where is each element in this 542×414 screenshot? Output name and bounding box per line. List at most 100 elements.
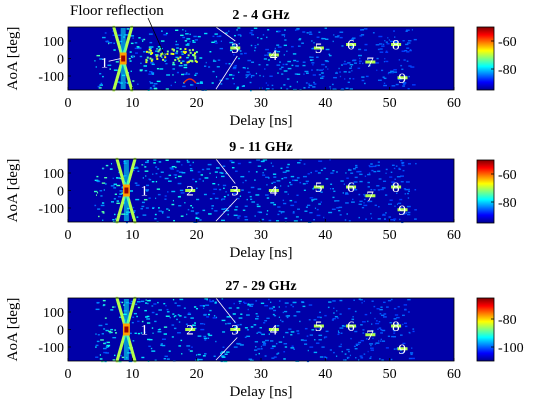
noise-cell (203, 337, 208, 340)
noise-cell (276, 64, 281, 66)
peak-core (124, 187, 129, 194)
cluster-mark-5 (313, 185, 324, 189)
noise-cell (337, 35, 340, 37)
noise-cell (359, 299, 363, 301)
noise-cell (373, 170, 377, 173)
noise-cell (333, 76, 337, 79)
cluster-label-9: 9 (399, 342, 407, 358)
noise-cell (239, 323, 242, 326)
noise-cell (208, 66, 211, 68)
noise-cell (107, 345, 110, 348)
cluster-label-9: 9 (399, 71, 407, 87)
noise-cell (279, 68, 282, 70)
cluster-label-6: 6 (347, 180, 355, 196)
noise-cell (271, 182, 274, 185)
noise-cell (254, 46, 257, 49)
noise-cell (206, 168, 211, 170)
noise-cell (151, 72, 155, 74)
noise-cell (213, 315, 216, 317)
noise-cell (277, 213, 280, 216)
noise-cell (293, 220, 298, 222)
noise-cell (221, 298, 224, 300)
noise-cell (307, 349, 309, 352)
noise-cell (227, 213, 229, 216)
noise-cell (217, 183, 220, 186)
x-tick-label: 60 (447, 96, 461, 111)
noise-cell (182, 36, 185, 39)
noise-cell (282, 63, 285, 66)
cluster-mark-2 (185, 189, 196, 192)
noise-cell (304, 343, 308, 345)
noise-cell (385, 168, 388, 171)
noise-cell (304, 210, 308, 212)
noise-cell (148, 73, 152, 75)
noise-cell (297, 208, 301, 210)
noise-cell (383, 82, 386, 84)
noise-cell (329, 88, 332, 90)
noise-cell (262, 344, 266, 346)
noise-cell (382, 43, 385, 46)
noise-cell (145, 189, 150, 191)
noise-cell (392, 71, 394, 74)
noise-cell (240, 313, 243, 315)
x-tick-label: 0 (65, 96, 72, 111)
floor-cell (158, 48, 161, 51)
noise-cell (259, 211, 263, 214)
noise-cell (163, 302, 166, 305)
noise-cell (338, 209, 341, 212)
noise-cell (353, 188, 358, 191)
noise-cell (286, 166, 289, 169)
noise-cell (413, 38, 417, 41)
noise-cell (150, 62, 154, 64)
noise-cell (290, 334, 293, 336)
noise-cell (209, 198, 213, 200)
noise-cell (121, 213, 126, 215)
noise-cell (273, 203, 277, 206)
noise-cell (222, 184, 227, 187)
noise-cell (406, 192, 410, 195)
noise-cell (245, 76, 247, 79)
noise-cell (257, 165, 262, 167)
noise-cell (278, 210, 281, 212)
noise-cell (276, 44, 280, 46)
noise-cell (405, 30, 408, 32)
noise-cell (395, 83, 399, 86)
noise-cell (370, 349, 375, 351)
noise-cell (202, 180, 204, 182)
noise-cell (176, 71, 179, 74)
noise-cell (343, 183, 345, 185)
y-tick-label: 0 (57, 324, 64, 339)
noise-cell (109, 68, 111, 70)
noise-cell (104, 32, 107, 34)
noise-cell (216, 167, 220, 169)
noise-cell (350, 337, 352, 340)
noise-cell (105, 352, 110, 354)
noise-cell (148, 338, 153, 341)
noise-cell (273, 309, 277, 312)
noise-cell (365, 75, 369, 78)
noise-cell (402, 82, 406, 84)
noise-cell (156, 80, 161, 83)
noise-cell (102, 347, 107, 350)
floor-cell (170, 52, 173, 55)
noise-cell (333, 351, 335, 354)
noise-cell (228, 30, 230, 32)
noise-cell (309, 346, 314, 348)
noise-cell (360, 34, 365, 36)
noise-cell (285, 170, 290, 172)
noise-cell (397, 202, 402, 205)
noise-cell (104, 342, 107, 345)
noise-cell (272, 181, 276, 184)
noise-cell (244, 205, 248, 207)
noise-cell (284, 302, 289, 304)
noise-cell (339, 31, 344, 33)
noise-cell (389, 322, 392, 324)
noise-cell (362, 62, 364, 65)
noise-cell (287, 60, 291, 63)
noise-cell (141, 201, 145, 204)
noise-cell (338, 67, 340, 70)
noise-cell (236, 29, 238, 31)
noise-cell (251, 61, 255, 63)
